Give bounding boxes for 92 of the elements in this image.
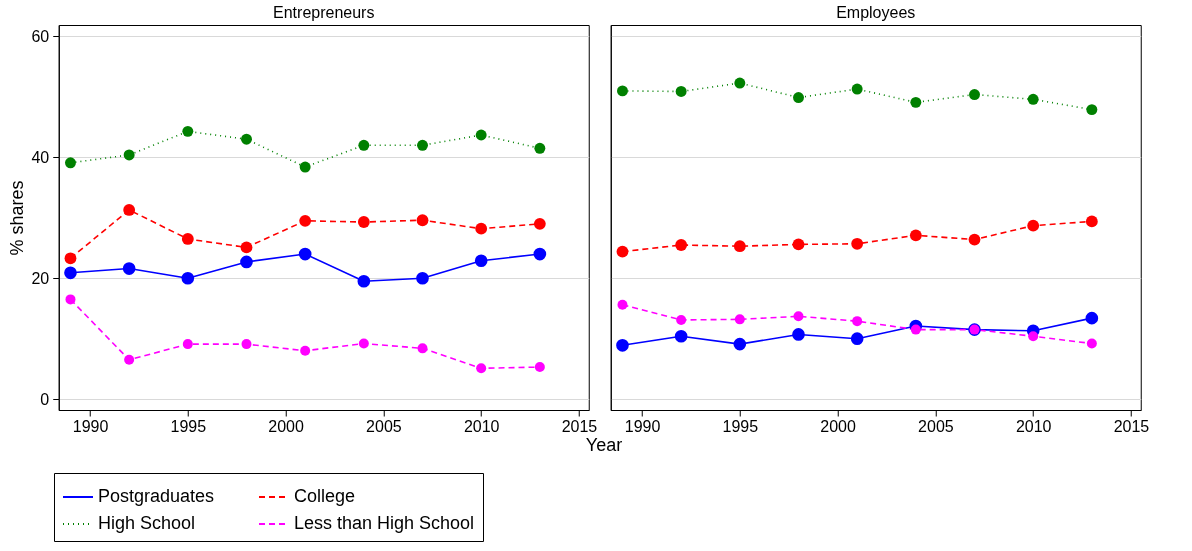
point [298, 247, 312, 261]
point [533, 217, 546, 230]
x-tick-label: 2015 [1113, 417, 1150, 435]
x-tick-label: 1990 [72, 417, 109, 435]
point [851, 237, 864, 250]
point [65, 157, 76, 169]
point [852, 316, 863, 327]
point [734, 314, 745, 325]
point [733, 240, 746, 253]
point [181, 271, 195, 285]
point [1027, 219, 1040, 232]
point [851, 83, 863, 95]
point [968, 233, 981, 246]
point [675, 86, 687, 97]
point [792, 238, 805, 251]
point [240, 241, 253, 254]
point [850, 332, 864, 345]
point [64, 266, 77, 280]
x-tick-label: 1990 [624, 417, 661, 435]
point [416, 214, 429, 227]
x-tick-label: 2000 [268, 417, 304, 435]
legend-label: Less than High School [294, 513, 475, 533]
point [616, 339, 629, 352]
point [910, 324, 921, 335]
point [358, 338, 369, 349]
point [241, 133, 252, 145]
point [123, 204, 136, 216]
legend-label: College [294, 486, 356, 506]
y-axis-title: % shares [7, 180, 28, 256]
x-tick-label: 2005 [366, 417, 402, 435]
point [417, 139, 428, 151]
x-tick-label: 2015 [561, 417, 598, 435]
point [474, 254, 488, 268]
point [417, 343, 428, 354]
point [64, 252, 77, 265]
point [793, 92, 804, 103]
x-tick-label: 2010 [463, 417, 500, 435]
point [910, 96, 922, 108]
point [182, 125, 194, 137]
point [123, 149, 135, 161]
point [181, 233, 194, 245]
x-tick-label: 2000 [820, 417, 856, 435]
point [299, 161, 311, 173]
point [1028, 331, 1039, 342]
point [182, 339, 193, 350]
point [476, 363, 487, 374]
point [300, 345, 311, 356]
x-tick-label: 1995 [722, 417, 759, 435]
point [65, 294, 76, 305]
point [358, 139, 370, 151]
point [475, 222, 488, 235]
point [674, 329, 688, 343]
point [969, 89, 980, 100]
point [240, 255, 253, 269]
point [734, 77, 746, 89]
point [241, 339, 252, 350]
point [1027, 93, 1039, 105]
point [416, 271, 429, 285]
point [122, 262, 136, 275]
point [617, 299, 628, 310]
legend-label: Postgraduates [98, 486, 215, 506]
chart-title: Employees [836, 4, 916, 21]
point [475, 129, 487, 141]
x-tick-label: 2005 [918, 417, 954, 435]
x-axis-title: Year [585, 435, 623, 455]
y-tick-label: 0 [40, 390, 50, 408]
point [533, 247, 547, 261]
point [357, 274, 371, 288]
point [357, 216, 370, 228]
y-tick-label: 20 [31, 269, 50, 287]
point [1086, 104, 1098, 116]
chart-title: Entrepreneurs [273, 4, 375, 21]
point [299, 214, 312, 227]
point [909, 229, 922, 242]
point [1085, 215, 1098, 228]
y-tick-label: 40 [31, 148, 50, 166]
legend-label: High School [98, 513, 196, 533]
point [793, 311, 804, 322]
point [534, 142, 546, 154]
point [616, 245, 629, 258]
point [676, 314, 687, 325]
point [675, 239, 688, 251]
point [124, 354, 135, 365]
y-tick-label: 60 [31, 27, 50, 45]
x-tick-label: 2010 [1015, 417, 1052, 435]
point [733, 337, 747, 351]
point [534, 362, 545, 373]
point [617, 85, 628, 97]
point [1085, 311, 1099, 325]
point [1086, 338, 1097, 349]
point [792, 328, 805, 341]
x-tick-label: 1995 [170, 417, 207, 435]
